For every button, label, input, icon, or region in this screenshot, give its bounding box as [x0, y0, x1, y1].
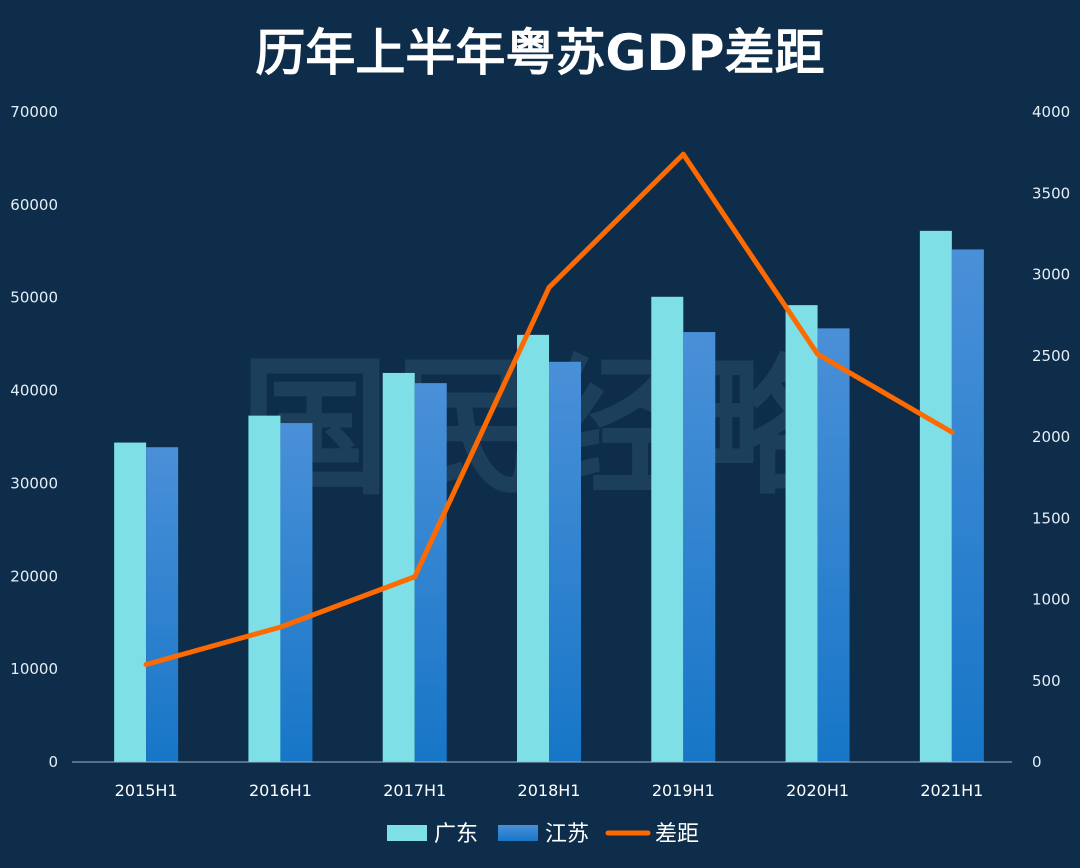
gap-line-group: [143, 151, 955, 667]
gap-point: [412, 574, 418, 580]
left-tick-label: 50000: [10, 289, 58, 307]
left-tick-label: 30000: [10, 474, 58, 492]
bars-group: [114, 230, 984, 762]
legend-label: 广东: [434, 822, 478, 847]
gap-point: [815, 351, 821, 357]
category-label: 2017H1: [383, 781, 446, 800]
left-tick-label: 10000: [10, 660, 58, 678]
bar-guangdong: [651, 296, 684, 762]
right-tick-label: 4000: [1032, 103, 1070, 121]
legend-label: 差距: [655, 822, 699, 847]
left-tick-label: 40000: [10, 382, 58, 400]
left-axis: 0 10000 20000 30000 40000 50000 60000 70000: [10, 103, 58, 771]
bar-guangdong: [248, 415, 281, 762]
right-tick-label: 2000: [1032, 428, 1070, 446]
right-tick-label: 500: [1032, 672, 1061, 690]
gap-point: [143, 662, 149, 667]
bar-jiangsu: [683, 332, 716, 762]
bar-guangdong: [785, 305, 818, 762]
right-tick-label: 0: [1032, 753, 1042, 771]
legend-swatch: [498, 825, 538, 841]
bar-jiangsu: [280, 423, 313, 762]
bar-jiangsu: [817, 328, 850, 762]
bar-guangdong: [517, 334, 549, 762]
chart-title: 历年上半年粤苏GDP差距: [255, 24, 824, 82]
right-tick-label: 1000: [1032, 591, 1070, 609]
right-axis: 0 500 1000 1500 2000 2500 3000 3500 4000: [1032, 103, 1070, 771]
bar-jiangsu: [549, 361, 581, 762]
category-label: 2018H1: [518, 781, 581, 800]
legend-label: 江苏: [545, 822, 589, 847]
category-label: 2019H1: [652, 781, 715, 800]
category-label: 2020H1: [786, 781, 849, 800]
right-tick-label: 2500: [1032, 347, 1070, 365]
left-tick-label: 70000: [10, 103, 58, 121]
category-label: 2015H1: [115, 781, 178, 800]
bar-jiangsu: [951, 249, 984, 762]
legend-swatch: [387, 825, 427, 841]
category-labels: 2015H1 2016H1 2017H1 2018H1 2019H1 2020H1 2021…: [115, 781, 984, 800]
gap-point: [680, 151, 686, 157]
right-tick-label: 3000: [1032, 266, 1070, 284]
right-tick-label: 3500: [1032, 184, 1070, 202]
left-tick-label: 60000: [10, 196, 58, 214]
bar-jiangsu: [414, 383, 447, 762]
gap-point: [546, 285, 552, 290]
right-tick-label: 1500: [1032, 509, 1070, 527]
legend: 广东 江苏 差距: [387, 822, 699, 847]
gap-point: [277, 624, 283, 630]
gap-point: [949, 429, 955, 435]
bar-guangdong: [919, 230, 952, 762]
left-tick-label: 0: [48, 753, 58, 771]
category-label: 2016H1: [249, 781, 312, 800]
left-tick-label: 20000: [10, 567, 58, 585]
bar-guangdong: [382, 372, 415, 762]
bar-guangdong: [114, 442, 147, 762]
category-label: 2021H1: [920, 781, 983, 800]
bar-jiangsu: [146, 447, 179, 762]
